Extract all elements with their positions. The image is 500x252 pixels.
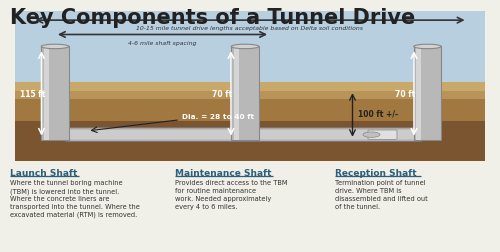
- Text: Termination point of tunnel
drive. Where TBM is
disassembled and lifted out
of t: Termination point of tunnel drive. Where…: [335, 180, 428, 209]
- Circle shape: [363, 132, 380, 138]
- Ellipse shape: [414, 45, 442, 49]
- Text: Launch Shaft: Launch Shaft: [10, 168, 78, 177]
- Ellipse shape: [232, 45, 259, 49]
- FancyBboxPatch shape: [66, 128, 422, 142]
- Text: 115 ft: 115 ft: [20, 90, 45, 99]
- Polygon shape: [15, 12, 485, 92]
- Text: Reception Shaft: Reception Shaft: [335, 168, 416, 177]
- Text: Key Components of a Tunnel Drive: Key Components of a Tunnel Drive: [10, 8, 415, 28]
- Ellipse shape: [42, 45, 69, 49]
- Text: Maintenance Shaft: Maintenance Shaft: [175, 168, 272, 177]
- Text: 100 ft +/-: 100 ft +/-: [358, 109, 399, 118]
- Bar: [234, 47, 239, 141]
- Polygon shape: [15, 82, 485, 162]
- Polygon shape: [15, 100, 485, 122]
- FancyBboxPatch shape: [368, 131, 397, 140]
- Text: 70 ft: 70 ft: [395, 90, 415, 99]
- Polygon shape: [15, 115, 485, 162]
- Bar: [231, 47, 259, 141]
- FancyBboxPatch shape: [66, 130, 421, 140]
- Text: 70 ft: 70 ft: [212, 90, 232, 99]
- Polygon shape: [15, 82, 485, 92]
- Bar: [44, 47, 49, 141]
- Bar: [414, 47, 442, 141]
- Text: Where the tunnel boring machine
(TBM) is lowered into the tunnel.
Where the conc: Where the tunnel boring machine (TBM) is…: [10, 180, 140, 217]
- Text: Provides direct access to the TBM
for routine maintenance
work. Needed approxima: Provides direct access to the TBM for ro…: [175, 180, 288, 209]
- Text: 4-6 mile shaft spacing: 4-6 mile shaft spacing: [128, 40, 196, 45]
- Text: 10-15 mile tunnel drive lengths acceptable based on Delta soil conditions: 10-15 mile tunnel drive lengths acceptab…: [136, 26, 364, 31]
- Text: Dia. = 28 to 40 ft: Dia. = 28 to 40 ft: [182, 114, 254, 120]
- Bar: [41, 47, 69, 141]
- Bar: [416, 47, 422, 141]
